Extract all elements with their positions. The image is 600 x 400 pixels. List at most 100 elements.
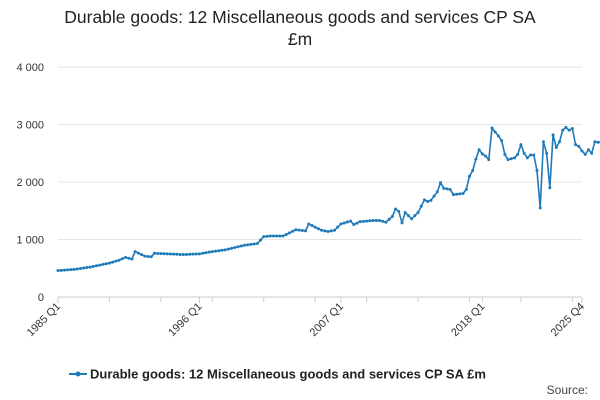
data-point[interactable]	[259, 238, 263, 242]
data-point[interactable]	[545, 151, 549, 155]
data-point[interactable]	[255, 242, 259, 246]
data-point[interactable]	[320, 228, 324, 232]
data-point[interactable]	[214, 249, 218, 253]
data-point[interactable]	[262, 235, 266, 239]
data-point[interactable]	[242, 243, 246, 247]
data-point[interactable]	[474, 157, 478, 161]
data-point[interactable]	[397, 209, 401, 213]
data-point[interactable]	[577, 144, 581, 148]
data-point[interactable]	[307, 222, 311, 226]
data-point[interactable]	[464, 187, 468, 191]
data-point[interactable]	[111, 260, 115, 264]
data-point[interactable]	[91, 264, 95, 268]
data-point[interactable]	[567, 128, 571, 132]
data-point[interactable]	[477, 148, 481, 152]
data-point[interactable]	[439, 181, 443, 185]
data-point[interactable]	[172, 252, 176, 256]
data-point[interactable]	[98, 263, 102, 267]
data-point[interactable]	[275, 234, 279, 238]
data-point[interactable]	[368, 219, 372, 223]
data-point[interactable]	[410, 217, 414, 221]
data-point[interactable]	[471, 169, 475, 172]
data-point[interactable]	[493, 130, 497, 134]
data-point[interactable]	[551, 133, 555, 137]
data-point[interactable]	[79, 266, 82, 270]
data-point[interactable]	[233, 246, 237, 250]
data-point[interactable]	[345, 220, 349, 224]
data-point[interactable]	[284, 232, 288, 236]
data-point[interactable]	[349, 219, 353, 223]
data-point[interactable]	[355, 221, 359, 225]
data-point[interactable]	[503, 152, 507, 156]
data-point[interactable]	[377, 219, 381, 223]
data-point[interactable]	[294, 228, 298, 232]
data-point[interactable]	[416, 210, 420, 214]
data-point[interactable]	[114, 259, 118, 263]
data-point[interactable]	[458, 192, 462, 196]
data-point[interactable]	[336, 225, 340, 229]
data-point[interactable]	[593, 140, 597, 144]
data-point[interactable]	[538, 206, 542, 210]
data-point[interactable]	[519, 143, 523, 147]
data-point[interactable]	[271, 234, 275, 238]
data-point[interactable]	[548, 186, 552, 190]
data-point[interactable]	[239, 244, 243, 248]
data-point[interactable]	[400, 221, 404, 225]
data-point[interactable]	[143, 254, 147, 258]
data-point[interactable]	[95, 264, 99, 268]
data-point[interactable]	[304, 229, 308, 233]
data-point[interactable]	[522, 151, 526, 155]
data-point[interactable]	[297, 228, 301, 232]
data-point[interactable]	[339, 222, 343, 226]
data-point[interactable]	[204, 251, 208, 255]
data-point[interactable]	[316, 227, 320, 231]
data-point[interactable]	[133, 250, 137, 254]
data-point[interactable]	[120, 257, 124, 261]
data-point[interactable]	[422, 198, 426, 202]
data-point[interactable]	[72, 267, 76, 271]
data-point[interactable]	[558, 140, 561, 144]
data-point[interactable]	[59, 268, 63, 272]
data-point[interactable]	[590, 151, 594, 155]
data-point[interactable]	[136, 251, 140, 255]
data-point[interactable]	[162, 252, 166, 256]
data-point[interactable]	[159, 252, 163, 256]
data-point[interactable]	[56, 269, 60, 273]
data-point[interactable]	[149, 255, 153, 259]
data-point[interactable]	[419, 204, 423, 208]
data-point[interactable]	[323, 229, 327, 233]
data-point[interactable]	[461, 192, 465, 195]
data-point[interactable]	[384, 220, 388, 224]
data-point[interactable]	[66, 268, 70, 272]
data-point[interactable]	[329, 229, 333, 233]
data-point[interactable]	[525, 156, 529, 160]
data-point[interactable]	[178, 252, 182, 256]
data-point[interactable]	[596, 140, 600, 144]
data-point[interactable]	[361, 219, 365, 223]
data-point[interactable]	[69, 268, 73, 272]
data-point[interactable]	[207, 250, 211, 254]
data-point[interactable]	[342, 221, 346, 225]
data-point[interactable]	[194, 252, 198, 256]
data-point[interactable]	[500, 139, 504, 143]
data-point[interactable]	[532, 153, 536, 157]
data-point[interactable]	[496, 134, 500, 138]
data-point[interactable]	[130, 257, 134, 261]
data-point[interactable]	[516, 152, 520, 156]
data-point[interactable]	[448, 187, 452, 191]
data-point[interactable]	[390, 215, 394, 218]
data-point[interactable]	[352, 223, 356, 227]
data-point[interactable]	[451, 193, 455, 197]
data-point[interactable]	[185, 252, 189, 256]
data-point[interactable]	[107, 261, 111, 265]
data-point[interactable]	[252, 242, 256, 246]
data-point[interactable]	[403, 210, 407, 214]
data-point[interactable]	[281, 234, 285, 238]
data-point[interactable]	[236, 245, 240, 249]
data-point[interactable]	[246, 243, 250, 247]
data-point[interactable]	[561, 128, 565, 132]
data-point[interactable]	[140, 253, 144, 257]
data-point[interactable]	[406, 214, 410, 218]
data-point[interactable]	[127, 256, 131, 260]
data-point[interactable]	[374, 219, 378, 223]
